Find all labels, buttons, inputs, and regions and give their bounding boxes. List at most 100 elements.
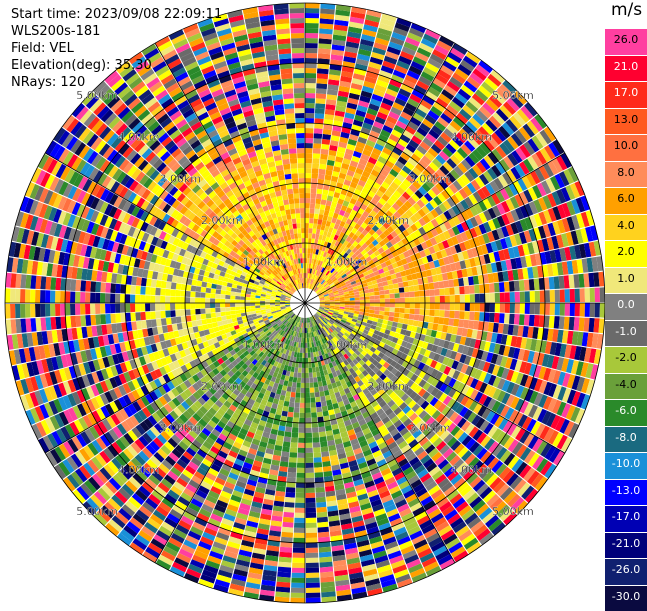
- velocity-gate: [497, 271, 504, 282]
- velocity-gate: [580, 394, 591, 410]
- velocity-gate: [483, 490, 496, 503]
- velocity-gate: [419, 347, 427, 356]
- velocity-gate: [316, 406, 323, 413]
- velocity-gate: [322, 312, 328, 316]
- velocity-gate: [410, 60, 425, 71]
- velocity-gate: [432, 244, 441, 253]
- velocity-gate: [491, 229, 500, 241]
- velocity-gate: [419, 290, 425, 297]
- velocity-gate: [430, 330, 437, 338]
- velocity-gate: [398, 317, 404, 324]
- velocity-gate: [430, 359, 438, 369]
- velocity-gate: [503, 139, 515, 153]
- velocity-gate: [524, 303, 530, 314]
- velocity-gate: [422, 95, 435, 106]
- velocity-gate: [338, 262, 344, 268]
- velocity-gate: [380, 65, 394, 74]
- velocity-gate: [321, 320, 327, 326]
- velocity-gate: [395, 142, 406, 152]
- velocity-gate: [583, 317, 590, 332]
- velocity-gate: [318, 309, 324, 312]
- velocity-gate: [500, 334, 508, 345]
- velocity-gate: [539, 129, 552, 145]
- velocity-gate: [402, 79, 416, 89]
- velocity-gate: [490, 132, 503, 145]
- velocity-gate: [310, 188, 317, 194]
- velocity-gate: [373, 194, 381, 202]
- velocity-gate: [329, 306, 335, 310]
- velocity-gate: [389, 257, 397, 265]
- velocity-gate: [398, 333, 405, 341]
- velocity-gate: [533, 199, 543, 213]
- velocity-gate: [388, 245, 396, 253]
- velocity-gate: [519, 231, 527, 244]
- velocity-gate: [484, 293, 490, 303]
- velocity-gate: [507, 153, 519, 167]
- velocity-gate: [548, 142, 560, 158]
- velocity-gate: [511, 458, 524, 473]
- velocity-gate: [352, 286, 359, 290]
- velocity-gate: [299, 407, 305, 413]
- velocity-gate: [455, 403, 465, 415]
- velocity-gate: [440, 64, 454, 76]
- velocity-gate: [538, 380, 548, 394]
- velocity-gate: [333, 271, 339, 277]
- velocity-gate: [342, 325, 349, 331]
- velocity-gate: [379, 70, 392, 79]
- velocity-gate: [378, 22, 394, 32]
- velocity-gate: [487, 207, 497, 219]
- velocity-gate: [319, 298, 325, 301]
- velocity-gate: [523, 189, 533, 203]
- velocity-gate: [380, 129, 391, 138]
- velocity-gate: [317, 526, 329, 533]
- velocity-gate: [316, 78, 328, 85]
- velocity-gate: [594, 303, 600, 318]
- velocity-gate: [346, 337, 352, 343]
- velocity-gate: [322, 410, 329, 417]
- velocity-gate: [364, 166, 373, 174]
- velocity-gate: [345, 345, 351, 352]
- velocity-gate: [374, 37, 390, 46]
- velocity-gate: [402, 368, 410, 377]
- velocity-gate: [407, 261, 415, 269]
- velocity-gate: [305, 497, 316, 503]
- velocity-gate: [463, 80, 478, 93]
- velocity-gate: [396, 60, 410, 70]
- velocity-gate: [367, 269, 374, 275]
- velocity-gate: [393, 211, 402, 219]
- velocity-gate: [414, 308, 420, 315]
- velocity-gate: [488, 386, 497, 398]
- velocity-gate: [459, 294, 465, 303]
- velocity-gate: [443, 340, 450, 349]
- velocity-gate: [315, 249, 319, 255]
- velocity-gate: [344, 296, 350, 299]
- velocity-gate: [491, 164, 502, 178]
- velocity-gate: [505, 198, 515, 211]
- velocity-gate: [364, 353, 372, 360]
- velocity-gate: [349, 300, 355, 303]
- velocity-gate: [409, 214, 418, 224]
- velocity-gate: [469, 227, 478, 238]
- velocity-gate: [372, 205, 381, 214]
- velocity-gate: [517, 244, 525, 257]
- velocity-gate: [402, 229, 410, 238]
- velocity-gate: [315, 281, 319, 287]
- velocity-gate: [374, 291, 380, 296]
- velocity-gate: [453, 165, 464, 177]
- velocity-gate: [305, 23, 319, 29]
- velocity-gate: [533, 365, 542, 378]
- velocity-gate: [319, 315, 325, 320]
- velocity-gate: [331, 287, 337, 291]
- velocity-gate: [447, 207, 457, 218]
- velocity-gate: [491, 400, 501, 413]
- velocity-gate: [461, 268, 468, 278]
- velocity-gate: [402, 281, 409, 287]
- velocity-gate: [532, 438, 544, 452]
- velocity-gate: [364, 76, 377, 84]
- velocity-gate: [358, 48, 372, 57]
- velocity-gate: [536, 440, 548, 455]
- velocity-gate: [398, 365, 406, 374]
- velocity-gate: [422, 426, 433, 437]
- velocity-gate: [311, 183, 318, 189]
- velocity-gate: [297, 447, 305, 453]
